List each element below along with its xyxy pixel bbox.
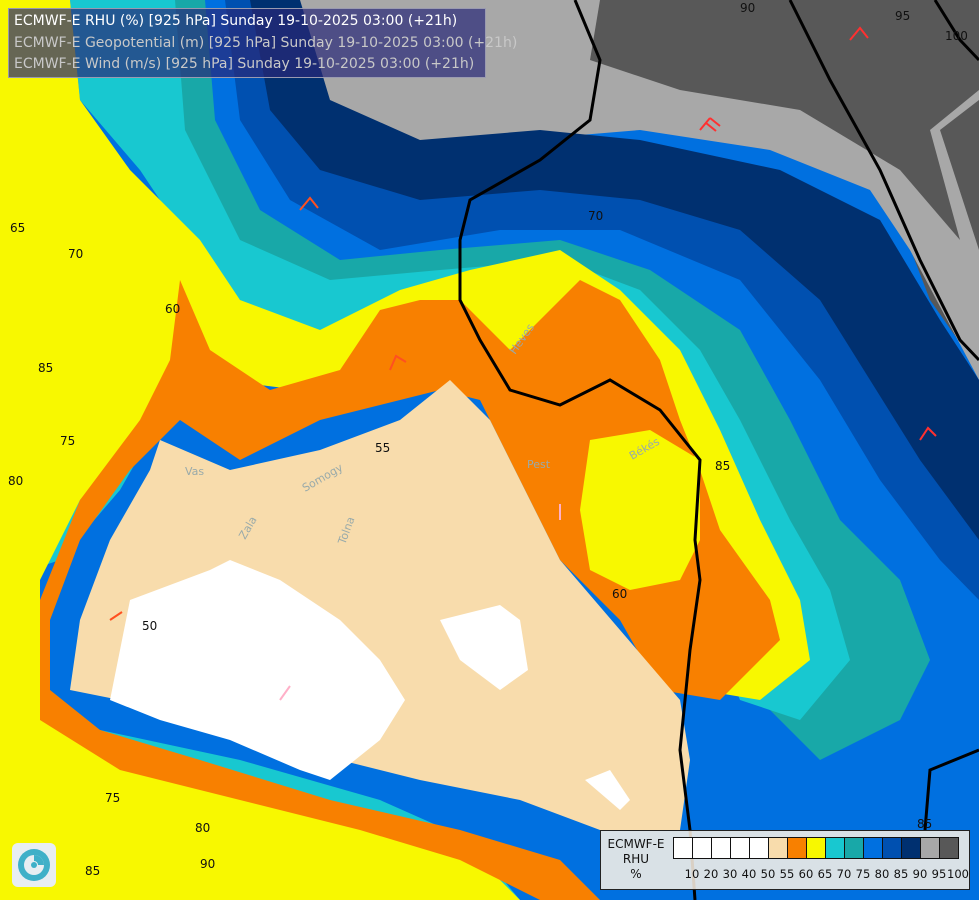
contour-label: 85 xyxy=(917,817,932,831)
rhu-band-55-60 xyxy=(40,280,780,900)
legend-swatch xyxy=(693,838,712,858)
contour-label: 85 xyxy=(85,864,100,878)
legend-tick-label: 85 xyxy=(893,867,909,881)
legend-swatch xyxy=(807,838,826,858)
legend-swatch xyxy=(940,838,958,858)
legend-title: ECMWF-E RHU % xyxy=(605,837,667,882)
rhu-band-below-50-b xyxy=(440,605,528,690)
legend-tick-label: 95 xyxy=(931,867,947,881)
contour-label: 90 xyxy=(740,1,755,15)
geopotential-line xyxy=(458,0,702,900)
contour-label: 80 xyxy=(195,821,210,835)
region-label: Pest xyxy=(527,458,551,471)
map-title-box: ECMWF-E RHU (%) [925 hPa] Sunday 19-10-2… xyxy=(8,8,517,78)
rhu-band-60-65-hole xyxy=(580,430,700,590)
wind-barb-icon xyxy=(849,26,869,41)
wind-barb-icon xyxy=(279,685,291,701)
legend-tick-label: 40 xyxy=(741,867,757,881)
legend-swatch xyxy=(769,838,788,858)
region-label: Vas xyxy=(185,465,204,478)
contour-label: 85 xyxy=(715,459,730,473)
legend-tick-label: 55 xyxy=(779,867,795,881)
ecmwf-logo xyxy=(12,843,56,887)
legend-swatch xyxy=(788,838,807,858)
legend-model: ECMWF-E xyxy=(607,837,665,851)
wind-barb-icon xyxy=(919,426,937,441)
legend-ticks: 10 20 30 40 50 55 60 65 70 75 80 85 90 95 100 xyxy=(673,867,977,883)
wind-barb-icon xyxy=(389,354,407,371)
legend-tick-label: 50 xyxy=(760,867,776,881)
legend-tick-label: 10 xyxy=(684,867,700,881)
legend-tick-label: 60 xyxy=(798,867,814,881)
contour-label: 100 xyxy=(945,29,968,43)
contour-label: 95 xyxy=(895,9,910,23)
legend-tick-label: 90 xyxy=(912,867,928,881)
wind-barb-icon xyxy=(109,611,123,621)
legend-swatch xyxy=(883,838,902,858)
legend-tick-label: 75 xyxy=(855,867,871,881)
rhu-band-90-95-b xyxy=(590,0,979,240)
contour-label: 75 xyxy=(105,791,120,805)
geopotential-line xyxy=(923,748,979,831)
legend-tick-label: 70 xyxy=(836,867,852,881)
legend-unit: % xyxy=(630,867,642,881)
contour-label: 80 xyxy=(8,474,23,488)
rhu-band-below-50-a xyxy=(110,560,405,780)
wind-barbs xyxy=(109,26,937,701)
contour-label: 75 xyxy=(60,434,75,448)
legend-swatch xyxy=(864,838,883,858)
rhu-band-below-50-c xyxy=(585,770,630,810)
title-wind: ECMWF-E Wind (m/s) [925 hPa] Sunday 19-1… xyxy=(14,56,475,72)
rhu-band-85-90 xyxy=(240,0,979,600)
legend-swatch xyxy=(845,838,864,858)
contour-label: 55 xyxy=(375,441,390,455)
contour-label: 90 xyxy=(200,857,215,871)
geopotential-line xyxy=(933,0,979,62)
legend-swatch xyxy=(826,838,845,858)
legend-variable: RHU xyxy=(622,852,650,866)
logo-icon xyxy=(18,849,50,881)
legend-swatch xyxy=(674,838,693,858)
contour-label: 60 xyxy=(612,587,627,601)
geopotential-line xyxy=(788,0,979,362)
title-rhu: ECMWF-E RHU (%) [925 hPa] Sunday 19-10-2… xyxy=(14,13,458,29)
color-legend: ECMWF-E RHU % 10 20 30 40 50 55 60 65 70 75 80 85 90… xyxy=(600,830,970,890)
legend-tick-label: 30 xyxy=(722,867,738,881)
legend-swatch xyxy=(921,838,940,858)
legend-swatch xyxy=(902,838,921,858)
contour-label: 65 xyxy=(10,221,25,235)
legend-tick-label: 65 xyxy=(817,867,833,881)
legend-swatch xyxy=(712,838,731,858)
legend-swatches xyxy=(673,837,959,859)
contour-label: 70 xyxy=(68,247,83,261)
wind-barb-icon xyxy=(699,117,721,132)
contour-label: 85 xyxy=(38,361,53,375)
contour-label: 60 xyxy=(165,302,180,316)
legend-swatch xyxy=(731,838,750,858)
legend-tick-label: 20 xyxy=(703,867,719,881)
contour-label: 70 xyxy=(588,209,603,223)
legend-tick-label: 80 xyxy=(874,867,890,881)
legend-tick-label: 100 xyxy=(947,867,969,881)
wind-barb-icon xyxy=(299,196,319,211)
title-geopotential: ECMWF-E Geopotential (m) [925 hPa] Sunda… xyxy=(14,35,518,51)
legend-swatch xyxy=(750,838,769,858)
contour-label: 50 xyxy=(142,619,157,633)
